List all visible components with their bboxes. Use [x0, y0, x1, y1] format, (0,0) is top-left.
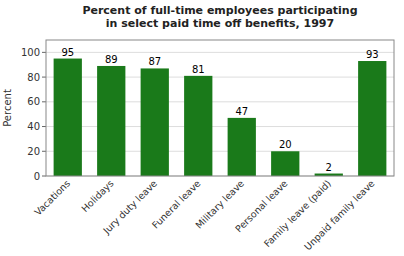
y-tick-label: 0	[34, 171, 40, 182]
y-tick-label: 60	[27, 96, 40, 107]
data-label: 81	[192, 64, 205, 75]
y-tick	[42, 52, 46, 53]
bar	[97, 66, 125, 176]
chart-svg: Percent of full-time employees participa…	[0, 0, 404, 256]
data-label: 47	[235, 106, 248, 117]
y-tick-label: 20	[27, 146, 40, 157]
data-label: 20	[279, 139, 292, 150]
y-tick	[42, 176, 46, 177]
bar	[228, 118, 256, 176]
data-label: 89	[105, 54, 118, 65]
grid	[46, 52, 394, 176]
bar	[271, 151, 299, 176]
data-label: 95	[61, 47, 74, 58]
y-axis-label: Percent	[2, 89, 13, 127]
y-tick	[42, 151, 46, 152]
x-tick-label: Holidays	[79, 178, 116, 215]
title-line: in select paid time off benefits, 1997	[106, 17, 334, 30]
chart-container: Percent of full-time employees participa…	[0, 0, 404, 256]
title-line: Percent of full-time employees participa…	[82, 4, 357, 17]
y-tick-label: 40	[27, 121, 40, 132]
y-tick-label: 100	[21, 47, 40, 58]
y-tick	[42, 101, 46, 102]
y-tick	[42, 126, 46, 127]
bar	[141, 68, 169, 176]
x-tick-label: Vacations	[32, 178, 72, 218]
bar	[358, 61, 386, 176]
y-tick-label: 80	[27, 72, 40, 83]
bar	[184, 76, 212, 176]
data-label: 2	[326, 162, 332, 173]
plot-frame	[46, 40, 394, 176]
grid-line	[46, 52, 394, 53]
bars	[54, 59, 387, 176]
x-tick-label: Jury duty leave	[100, 178, 159, 237]
x-tick-label: Unpaid family leave	[302, 178, 377, 253]
title: Percent of full-time employees participa…	[82, 4, 357, 30]
bar	[54, 59, 82, 176]
y-tick	[42, 77, 46, 78]
data-label: 87	[148, 56, 161, 67]
data-label: 93	[366, 49, 379, 60]
